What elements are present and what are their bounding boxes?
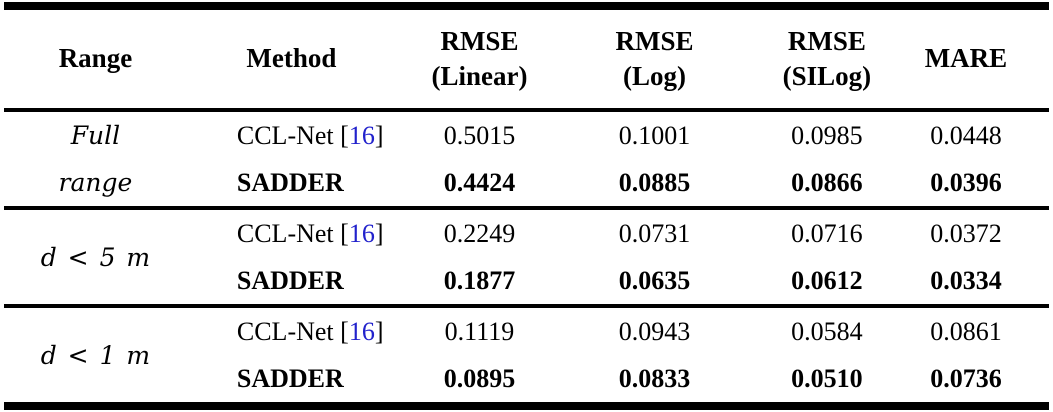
- range-label: d < 5 m: [40, 242, 151, 272]
- method-name: SADDER: [236, 265, 344, 295]
- metric-value: 0.0866: [791, 167, 863, 197]
- metric-value: 0.0731: [618, 218, 691, 248]
- metric-value: 0.0612: [791, 265, 863, 295]
- column-header-rmse-silog: RMSE (SILog): [782, 25, 872, 91]
- table-header: Range Method RMSE (Linear) RMSE (Log) RM…: [4, 6, 1049, 110]
- metric-value: 0.0635: [618, 265, 691, 295]
- metric-value: 0.5015: [443, 120, 516, 150]
- table-row: SADDER 0.0895 0.0833 0.0510 0.0736: [4, 355, 1049, 406]
- citation-bracket: [: [340, 218, 349, 248]
- metric-value: 0.0448: [930, 120, 1002, 150]
- metric-value: 0.1119: [444, 316, 515, 346]
- column-header-rmse-linear: RMSE (Linear): [431, 25, 528, 91]
- method-name: SADDER: [236, 363, 344, 393]
- citation-bracket: ]: [374, 120, 384, 150]
- citation-bracket: [: [340, 120, 349, 150]
- metric-value: 0.0895: [443, 363, 516, 393]
- metric-value: 0.0716: [791, 218, 863, 248]
- citation-link[interactable]: 16: [348, 316, 375, 346]
- metric-value: 0.1001: [618, 120, 691, 150]
- method-name: CCL-Net: [236, 218, 341, 248]
- method-cell: CCL-Net [16]: [187, 306, 396, 355]
- metric-value: 0.0334: [930, 265, 1002, 295]
- group-full-range: Full range CCL-Net [16] 0.5015 0.1001 0.…: [4, 110, 1049, 208]
- table-row: SADDER 0.1877 0.0635 0.0612 0.0334: [4, 257, 1049, 306]
- metric-value: 0.0396: [930, 167, 1002, 197]
- metric-value: 0.1877: [443, 265, 516, 295]
- metric-value: 0.0861: [930, 316, 1002, 346]
- metric-value: 0.4424: [443, 167, 516, 197]
- table-row: d < 1 m CCL-Net [16] 0.1119 0.0943 0.058…: [4, 306, 1049, 370]
- table-row: d < 5 m CCL-Net [16] 0.2249 0.0731 0.071…: [4, 208, 1049, 272]
- citation-link[interactable]: 16: [348, 218, 375, 248]
- metric-value: 0.2249: [443, 218, 516, 248]
- method-name: CCL-Net: [236, 120, 341, 150]
- range-label: Full range: [58, 121, 133, 197]
- method-cell: CCL-Net [16]: [187, 110, 396, 159]
- table-row: SADDER 0.4424 0.0885 0.0866 0.0396: [4, 159, 1049, 208]
- results-table: Range Method RMSE (Linear) RMSE (Log) RM…: [4, 2, 1049, 410]
- group-d-lt-1m: d < 1 m CCL-Net [16] 0.1119 0.0943 0.058…: [4, 306, 1049, 406]
- column-header-range: Range: [58, 43, 133, 74]
- range-label: d < 1 m: [40, 340, 151, 370]
- metric-value: 0.0833: [618, 363, 691, 393]
- metric-value: 0.0943: [618, 316, 691, 346]
- metric-value: 0.0372: [930, 218, 1002, 248]
- method-cell: CCL-Net [16]: [187, 208, 396, 257]
- metric-value: 0.0985: [791, 120, 863, 150]
- method-name: SADDER: [236, 167, 344, 197]
- group-d-lt-5m: d < 5 m CCL-Net [16] 0.2249 0.0731 0.071…: [4, 208, 1049, 306]
- table-row: Full range CCL-Net [16] 0.5015 0.1001 0.…: [4, 110, 1049, 198]
- header-row: Range Method RMSE (Linear) RMSE (Log) RM…: [4, 6, 1049, 110]
- metric-value: 0.0510: [791, 363, 863, 393]
- citation-bracket: ]: [374, 218, 384, 248]
- column-header-method: Method: [246, 43, 337, 74]
- column-header-rmse-log: RMSE (Log): [615, 25, 694, 91]
- column-header-mare: MARE: [924, 43, 1008, 74]
- citation-bracket: [: [340, 316, 349, 346]
- metric-value: 0.0736: [930, 363, 1002, 393]
- metric-value: 0.0584: [791, 316, 863, 346]
- metric-value: 0.0885: [618, 167, 691, 197]
- citation-link[interactable]: 16: [348, 120, 375, 150]
- citation-bracket: ]: [374, 316, 384, 346]
- method-name: CCL-Net: [236, 316, 341, 346]
